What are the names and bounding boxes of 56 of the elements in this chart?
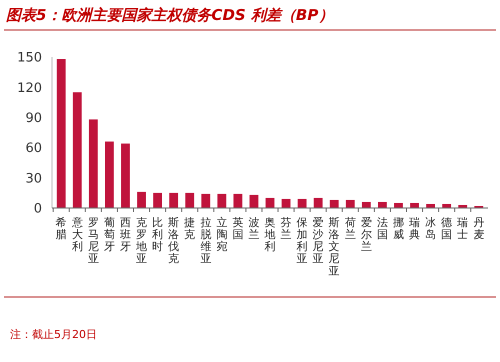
x-tick-label: 意大利 [70, 216, 83, 254]
x-tick-label: 斯洛文尼亚 [328, 216, 340, 278]
bar [394, 202, 403, 208]
bar [233, 194, 242, 208]
bar [250, 194, 258, 208]
x-tick-label: 希腊 [56, 216, 67, 241]
y-tick-label: 0 [34, 202, 42, 217]
text: 注：截止5月20日 [10, 328, 97, 341]
x-tick-label: 爱尔兰 [360, 216, 372, 254]
bar [217, 194, 226, 208]
x-tick-label: 奥地利 [264, 216, 276, 254]
bar [72, 92, 82, 208]
bar [201, 194, 210, 208]
y-tick-label: 120 [17, 80, 42, 96]
x-tick-label: 瑞典 [409, 216, 420, 241]
x-tick-label: 斯洛伐克 [168, 216, 180, 266]
chart-title: 图表5：欧洲主要国家主权债务CDS 利差（BP） [6, 6, 334, 24]
bar [169, 192, 178, 208]
y-tick-label: 30 [25, 171, 42, 186]
x-tick-label: 保加利亚 [296, 216, 308, 266]
x-tick-label: 荷兰 [344, 216, 356, 241]
x-tick-label: 罗马尼亚 [88, 216, 99, 266]
bar [88, 119, 98, 208]
x-tick-label: 冰岛 [425, 216, 436, 241]
y-tick-label: 60 [25, 141, 42, 156]
x-tick-label: 克罗地亚 [135, 216, 148, 266]
bar [314, 198, 323, 208]
x-tick-label: 比利时 [152, 216, 164, 254]
bar [56, 59, 66, 208]
x-tick-label: 拉脱维亚 [200, 216, 212, 266]
bar [282, 198, 290, 208]
x-tick-label: 捷克 [184, 216, 196, 241]
bar [137, 192, 146, 208]
bar [362, 202, 371, 208]
bar [153, 192, 162, 208]
x-tick-label: 芬兰 [280, 216, 292, 241]
y-tick-label: 90 [25, 110, 42, 126]
x-tick-label: 爱沙尼亚 [312, 216, 324, 266]
x-tick-label: 丹麦 [473, 216, 484, 241]
bar [266, 198, 274, 208]
bar [104, 142, 114, 208]
x-tick-label: 西班牙 [120, 216, 131, 254]
x-tick-label: 波兰 [248, 216, 260, 241]
bar [298, 198, 307, 208]
x-tick-label: 立陶宛 [216, 216, 228, 254]
x-tick-label: 英国 [232, 216, 244, 241]
x-tick-label: 德国 [441, 216, 452, 241]
x-tick-label: 葡萄牙 [104, 216, 115, 254]
x-tick-label: 法国 [376, 216, 388, 241]
x-tick-label: 瑞士 [457, 216, 468, 241]
bar [185, 192, 194, 208]
bar [378, 202, 387, 208]
y-tick-label: 150 [17, 50, 42, 66]
bar [121, 144, 130, 208]
x-tick-label: 挪威 [392, 216, 404, 241]
bar [410, 202, 419, 208]
